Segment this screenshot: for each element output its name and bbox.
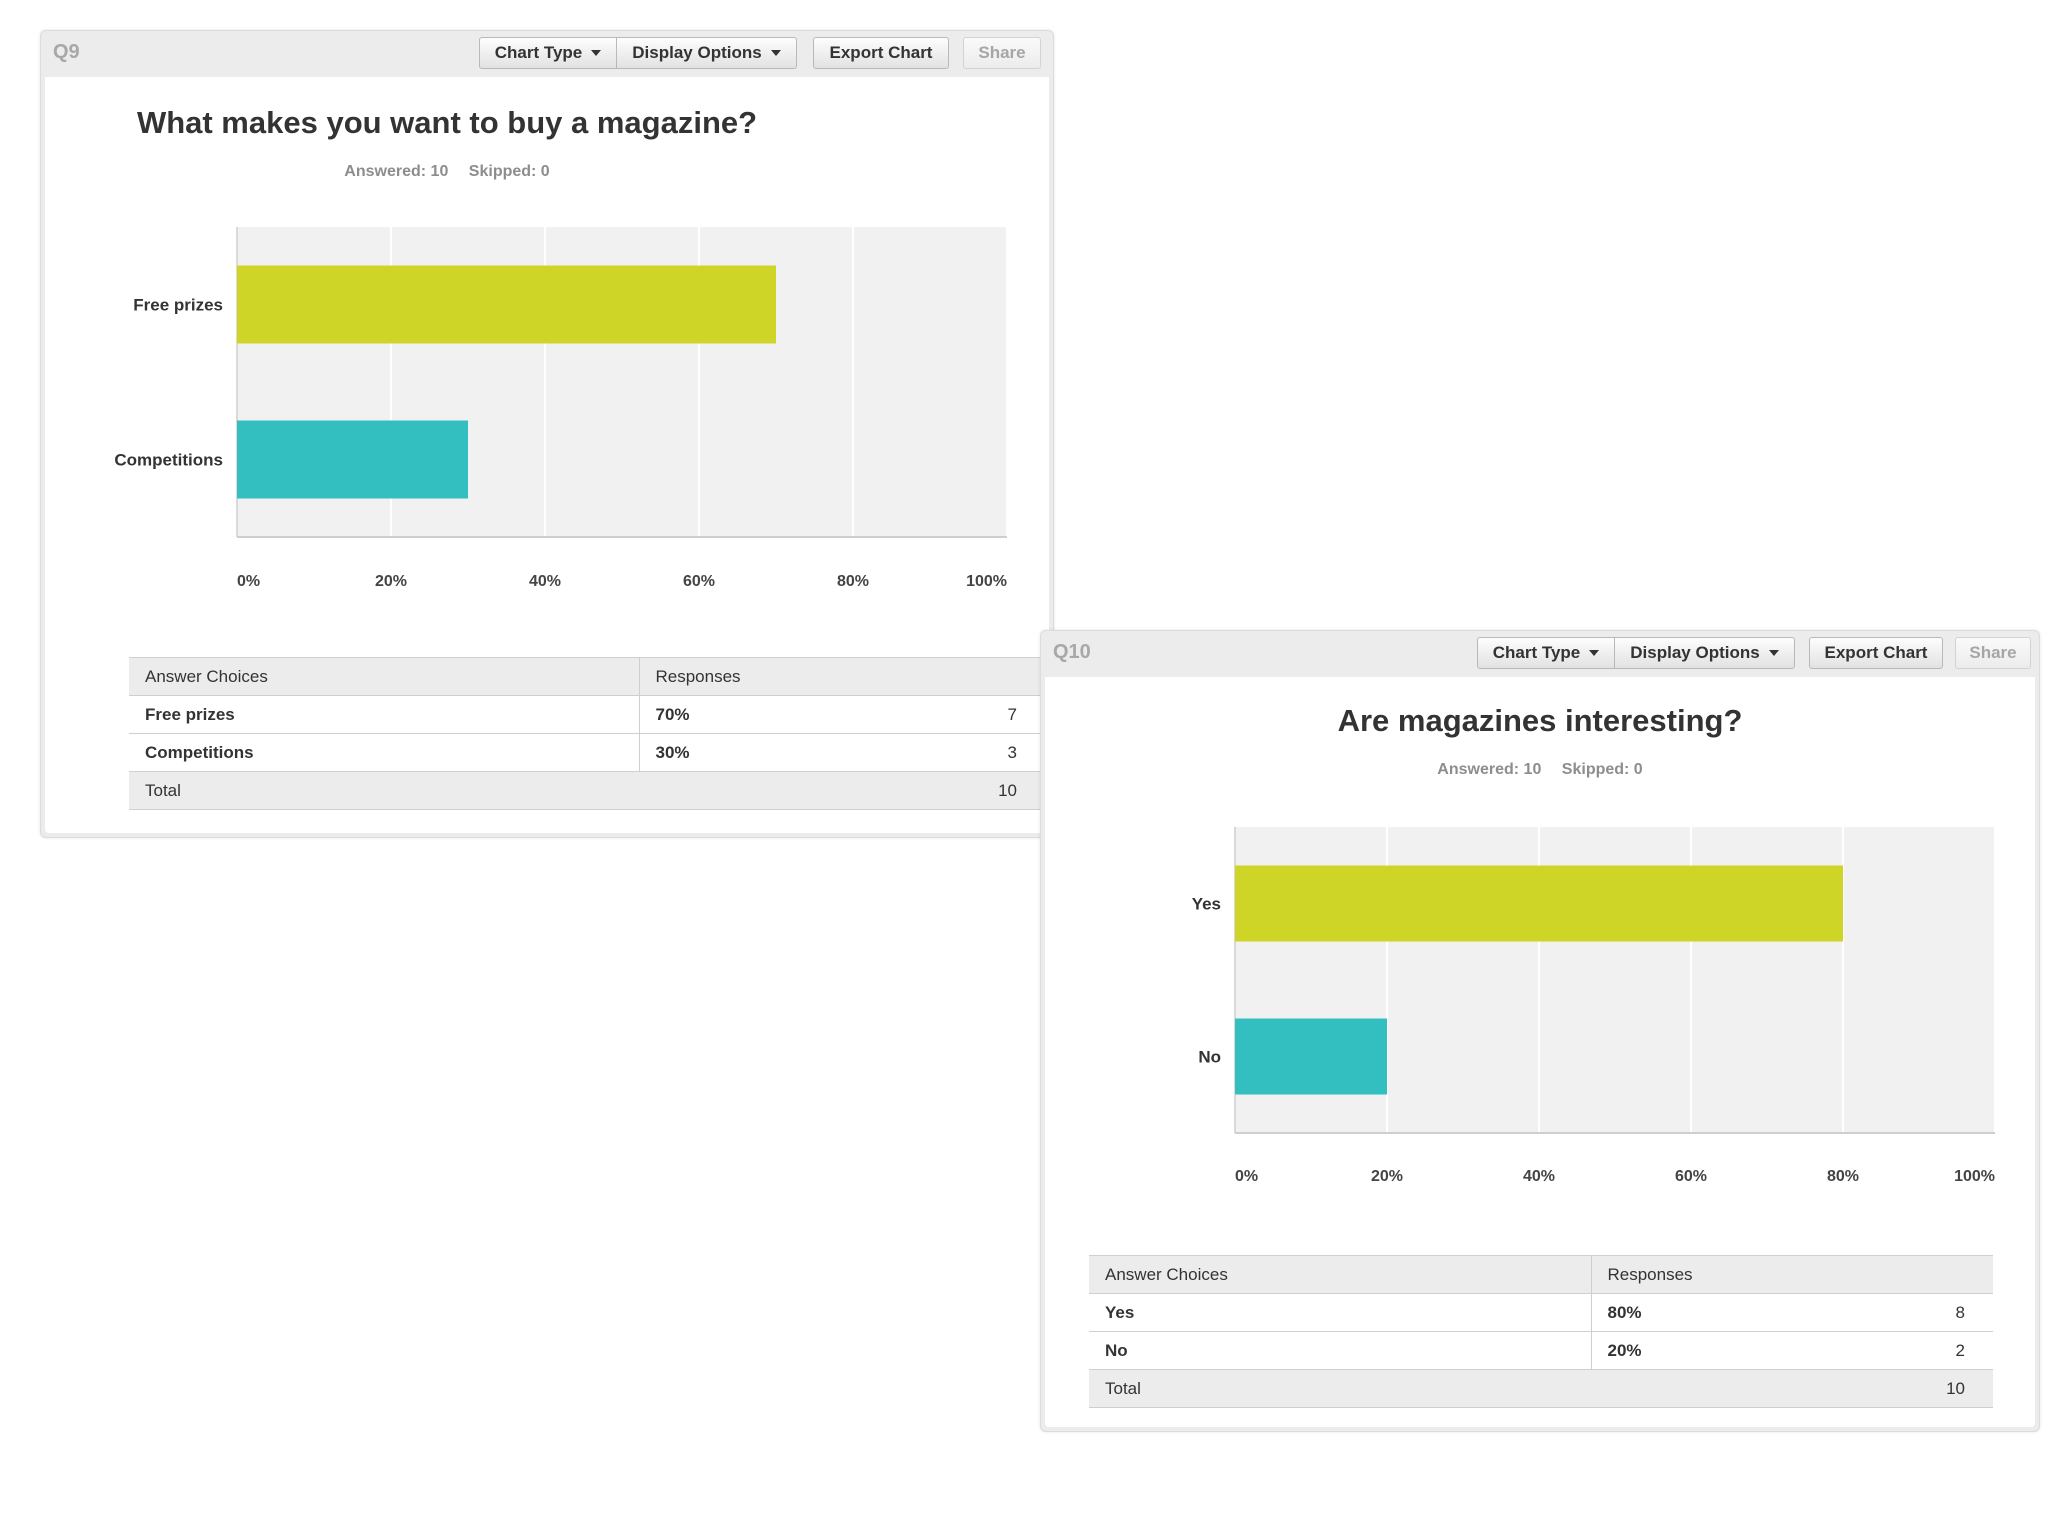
response-stats: Answered: 10 Skipped: 0 [0, 163, 1009, 181]
answer-choices-header: Answer Choices [129, 657, 640, 696]
response-percent: 80% [1591, 1293, 1791, 1332]
bar-chart: 0% 20% 40% 60% 80% 100% Free prizes Competition… [114, 227, 1008, 590]
export-chart-button[interactable]: Export Chart [1809, 637, 1943, 669]
response-percent: 70% [639, 695, 839, 734]
total-row: Total 10 [129, 771, 1045, 810]
question-number: Q9 [53, 41, 80, 63]
bar [1235, 1018, 1387, 1095]
x-tick-label: 80% [1827, 1168, 1859, 1185]
table-row: Competitions 30% 3 [129, 733, 1045, 772]
x-tick-label: 60% [683, 573, 715, 590]
category-label: Free prizes [133, 296, 223, 315]
bar [237, 265, 776, 344]
share-button[interactable]: Share [963, 37, 1041, 69]
responses-table: Answer Choices Responses Yes 80% 8 No 20… [1089, 1255, 1993, 1408]
table-row: No 20% 2 [1089, 1331, 1993, 1370]
table-row: Yes 80% 8 [1089, 1293, 1993, 1332]
total-row: Total 10 [1089, 1369, 1993, 1408]
responses-header: Responses [639, 657, 1045, 696]
x-tick-label: 40% [1523, 1168, 1555, 1185]
answer-choice: No [1089, 1331, 1592, 1370]
question-panel-q9: Q9 Chart Type Display Options Export Cha… [40, 30, 1054, 838]
x-tick-label: 100% [1954, 1168, 1995, 1185]
chevron-down-icon [770, 50, 781, 56]
skipped-count: Skipped: 0 [468, 163, 550, 180]
x-tick-label: 60% [1675, 1168, 1707, 1185]
total-count: 10 [839, 771, 1045, 810]
chart-type-button[interactable]: Chart Type [1477, 637, 1615, 669]
response-percent: 30% [639, 733, 839, 772]
question-number: Q10 [1053, 641, 1091, 663]
response-percent: 20% [1591, 1331, 1791, 1370]
panel-body: Are magazines interesting? Answered: 10 … [1045, 677, 2035, 1427]
display-options-button[interactable]: Display Options [617, 37, 797, 69]
answer-choice: Free prizes [129, 695, 640, 734]
panel-header: Q9 Chart Type Display Options Export Cha… [41, 31, 1053, 77]
x-tick-label: 0% [1235, 1168, 1258, 1185]
share-button[interactable]: Share [1955, 637, 2031, 669]
x-tick-label: 80% [837, 573, 869, 590]
total-label: Total [129, 771, 839, 810]
chart-type-button[interactable]: Chart Type [479, 37, 617, 69]
category-label: Yes [1192, 895, 1221, 914]
bar-chart: 0% 20% 40% 60% 80% 100% Yes No [1192, 827, 1996, 1185]
answer-choice: Competitions [129, 733, 640, 772]
response-count: 2 [1791, 1331, 1993, 1370]
bar [237, 420, 468, 499]
answer-choices-header: Answer Choices [1089, 1255, 1592, 1294]
panel-body: What makes you want to buy a magazine? A… [45, 77, 1049, 833]
bar [1235, 865, 1843, 942]
response-stats: Answered: 10 Skipped: 0 [1045, 761, 2035, 779]
response-count: 3 [839, 733, 1045, 772]
x-tick-label: 20% [1371, 1168, 1403, 1185]
display-options-button[interactable]: Display Options [1615, 637, 1795, 669]
answered-count: Answered: 10 [1437, 761, 1542, 778]
x-tick-label: 40% [529, 573, 561, 590]
x-tick-label: 100% [966, 573, 1007, 590]
chevron-down-icon [1589, 650, 1600, 656]
chart-title: Are magazines interesting? [1337, 703, 1743, 738]
responses-table: Answer Choices Responses Free prizes 70%… [129, 657, 1045, 810]
responses-header: Responses [1591, 1255, 1993, 1294]
total-count: 10 [1791, 1369, 1993, 1408]
question-panel-q10: Q10 Chart Type Display Options Export Ch… [1040, 630, 2040, 1432]
skipped-count: Skipped: 0 [1561, 761, 1643, 778]
export-chart-button[interactable]: Export Chart [813, 37, 949, 69]
answered-count: Answered: 10 [344, 163, 449, 180]
chevron-down-icon [591, 50, 602, 56]
table-header-row: Answer Choices Responses [1089, 1255, 1993, 1294]
category-label: No [1198, 1048, 1221, 1067]
table-header-row: Answer Choices Responses [129, 657, 1045, 696]
answer-choice: Yes [1089, 1293, 1592, 1332]
x-tick-label: 20% [375, 573, 407, 590]
table-row: Free prizes 70% 7 [129, 695, 1045, 734]
chart-title: What makes you want to buy a magazine? [136, 105, 758, 140]
x-tick-label: 0% [237, 573, 260, 590]
chevron-down-icon [1768, 650, 1779, 656]
panel-header: Q10 Chart Type Display Options Export Ch… [1041, 631, 2039, 677]
total-label: Total [1089, 1369, 1791, 1408]
response-count: 7 [839, 695, 1045, 734]
category-label: Competitions [114, 451, 223, 470]
response-count: 8 [1791, 1293, 1993, 1332]
